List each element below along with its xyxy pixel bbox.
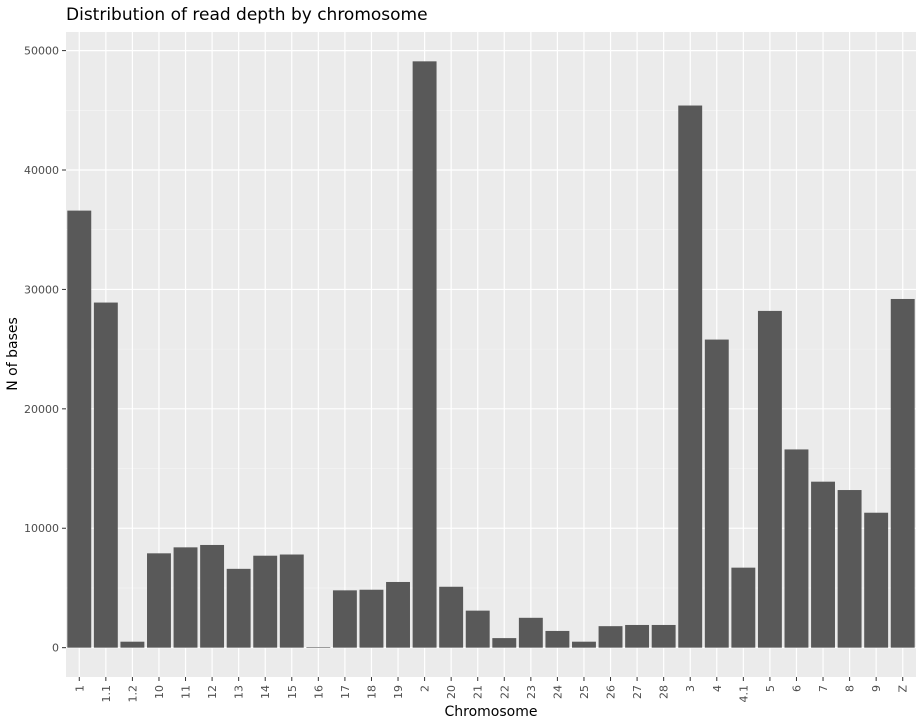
x-tick-label: 18 (365, 685, 378, 699)
x-tick-label: 5 (764, 685, 777, 692)
x-tick-label: 3 (684, 685, 697, 692)
bar-7 (811, 481, 835, 648)
bar-6 (784, 449, 809, 648)
bar-25 (572, 641, 596, 648)
x-tick-label: 19 (392, 685, 405, 699)
x-tick-label: 25 (578, 685, 591, 699)
bar-15 (279, 554, 304, 648)
bar-1.2 (120, 641, 145, 648)
x-tick-label: 13 (233, 685, 246, 699)
y-tick-label: 20000 (24, 403, 59, 416)
bar-13 (226, 568, 251, 648)
bar-8 (837, 490, 862, 648)
bar-3 (678, 105, 703, 648)
bar-22 (492, 638, 517, 648)
x-tick-label: 15 (286, 685, 299, 699)
y-tick-label: 40000 (24, 164, 59, 177)
bar-16 (306, 647, 331, 648)
y-tick-label: 10000 (24, 522, 59, 535)
bar-28 (651, 624, 676, 648)
x-tick-label: 1 (73, 685, 86, 692)
x-tick-label: 14 (259, 685, 272, 699)
x-tick-label: 24 (551, 685, 564, 699)
x-tick-label: 11 (180, 685, 193, 699)
x-tick-label: 23 (525, 685, 538, 699)
x-tick-label: Z (897, 685, 910, 693)
x-tick-label: 8 (844, 685, 857, 692)
x-tick-label: 12 (206, 685, 219, 699)
x-tick-label: 2 (419, 685, 432, 692)
x-tick-label: 1.2 (126, 685, 139, 703)
y-tick-label: 30000 (24, 283, 59, 296)
bar-4 (704, 339, 729, 648)
chart-title: Distribution of read depth by chromosome (66, 5, 428, 25)
bar-27 (625, 624, 650, 648)
bars (67, 61, 915, 648)
x-tick-label: 10 (153, 685, 166, 699)
bar-14 (253, 555, 278, 648)
bar-9 (864, 512, 889, 648)
x-tick-label: 22 (498, 685, 511, 699)
x-tick-label: 20 (445, 685, 458, 699)
bar-23 (518, 617, 543, 648)
bar-21 (465, 610, 490, 648)
x-tick-label: 4.1 (737, 685, 750, 703)
x-tick-label: 16 (312, 685, 325, 699)
x-axis-title: Chromosome (445, 704, 538, 720)
x-tick-label: 6 (790, 685, 803, 692)
y-tick-label: 0 (52, 642, 59, 655)
y-axis-title: N of bases (5, 317, 21, 391)
y-axis: 0 10000 20000 30000 40000 50000 (24, 45, 66, 655)
bar-Z (890, 298, 915, 648)
x-tick-label: 17 (339, 685, 352, 699)
x-tick-label: 7 (817, 685, 830, 692)
bar-17 (332, 590, 357, 648)
bar-18 (359, 589, 384, 648)
bar-2 (412, 61, 437, 648)
x-tick-label: 4 (711, 685, 724, 692)
bar-19 (386, 581, 410, 648)
bar-12 (200, 544, 225, 648)
bar-10 (147, 553, 171, 648)
bar-24 (545, 630, 570, 648)
x-tick-label: 1.1 (100, 685, 113, 703)
x-tick-label: 28 (658, 685, 671, 699)
bar-26 (598, 626, 623, 648)
bar-20 (439, 586, 464, 648)
bar-1 (67, 210, 92, 648)
x-tick-label: 9 (870, 685, 883, 692)
y-tick-label: 50000 (24, 45, 59, 58)
x-tick-label: 26 (605, 685, 618, 699)
bar-1.1 (93, 302, 118, 648)
x-tick-label: 27 (631, 685, 644, 699)
bar-11 (173, 547, 198, 648)
x-axis: 1 1.1 1.2 10 11 12 13 14 15 16 17 18 19 2 20 21 22 23 24 25… (73, 677, 910, 703)
bar-4.1 (731, 567, 756, 648)
x-tick-label: 21 (472, 685, 485, 699)
bar-5 (757, 310, 782, 648)
